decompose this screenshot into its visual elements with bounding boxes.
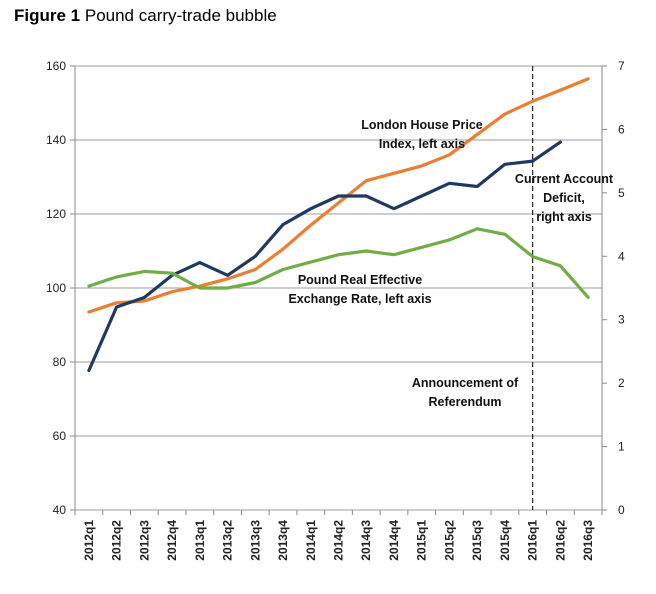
x-tick-label: 2015q4 (498, 520, 512, 561)
right-tick-label: 2 (618, 376, 625, 390)
annotation-line: Pound Real Effective (298, 273, 422, 287)
annotation-line: Current Account (515, 172, 614, 186)
x-tick-label: 2015q3 (470, 520, 484, 561)
x-tick-label: 2014q4 (387, 520, 401, 561)
x-tick-label: 2015q2 (442, 520, 456, 561)
left-tick-label: 60 (53, 429, 67, 443)
chart-title: Figure 1 Pound carry-trade bubble (14, 6, 277, 26)
right-tick-label: 0 (618, 503, 625, 517)
series-line-1 (87, 140, 563, 373)
annotation-line: Deficit, (543, 191, 585, 205)
x-tick-label: 2012q2 (110, 520, 124, 561)
annotation-line: Announcement of (412, 376, 519, 390)
right-tick-label: 6 (618, 122, 625, 136)
x-tick-label: 2012q3 (137, 520, 151, 561)
right-tick-label: 7 (618, 59, 625, 73)
x-axis-tick-labels: 2012q1 2012q2 2012q3 2012q4 2013q1 2013q2 2013… (82, 520, 595, 561)
right-tick-label: 4 (618, 249, 625, 263)
x-tick-label: 2014q1 (304, 520, 318, 561)
right-tick-label: 3 (618, 313, 625, 327)
annotation-line: Index, left axis (379, 137, 465, 151)
left-tick-label: 140 (46, 133, 66, 147)
x-tick-label: 2015q1 (415, 520, 429, 561)
x-tick-label: 2013q3 (248, 520, 262, 561)
annotation-line: London House Price (361, 118, 483, 132)
series-lines (87, 77, 590, 373)
gridlines (75, 65, 602, 511)
right-tick-label: 5 (618, 186, 625, 200)
x-tick-label: 2013q1 (193, 520, 207, 561)
left-tick-label: 100 (46, 281, 66, 295)
annotation-line: Referendum (429, 395, 502, 409)
left-axis-tick-labels: 40 60 80 100 120 140 160 (46, 59, 66, 517)
right-axis-tick-labels: 0 1 2 3 4 5 6 7 (618, 59, 625, 517)
right-tick-label: 1 (618, 440, 625, 454)
x-tick-label: 2016q3 (581, 520, 595, 561)
left-tick-label: 160 (46, 59, 66, 73)
annotation-line: Exchange Rate, left axis (288, 292, 431, 306)
left-tick-label: 40 (53, 503, 67, 517)
left-tick-label: 80 (53, 355, 67, 369)
x-tick-label: 2012q1 (82, 520, 96, 561)
x-tick-label: 2014q3 (359, 520, 373, 561)
x-tick-label: 2012q4 (165, 520, 179, 561)
figure-number: Figure 1 (14, 6, 81, 25)
series-line-0 (87, 77, 590, 314)
annotation-line: right axis (536, 210, 592, 224)
axes (70, 65, 607, 515)
annotations: London House Price Index, left axis Curren… (288, 118, 613, 409)
x-tick-label: 2013q4 (276, 520, 290, 561)
x-tick-label: 2013q2 (221, 520, 235, 561)
x-tick-label: 2014q2 (332, 520, 346, 561)
x-tick-label: 2016q1 (526, 520, 540, 561)
left-tick-label: 120 (46, 207, 66, 221)
figure-caption: Pound carry-trade bubble (84, 6, 277, 25)
x-tick-label: 2016q2 (553, 520, 567, 561)
series-line-2 (87, 227, 590, 299)
